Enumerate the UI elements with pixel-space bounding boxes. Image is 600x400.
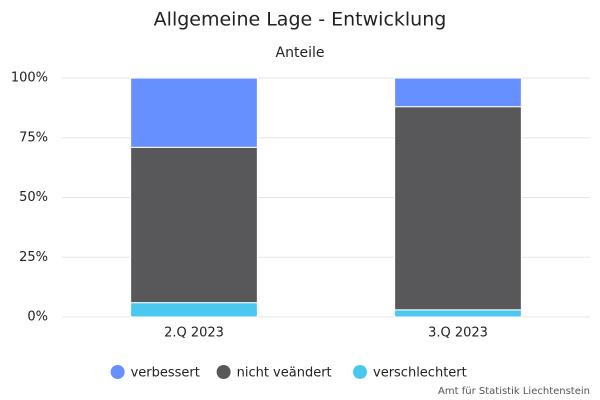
- bar-segment: [394, 309, 522, 318]
- credit: Amt für Statistik Liechtenstein: [438, 386, 590, 397]
- legend-marker: [353, 365, 367, 379]
- legend-label: verschlechtert: [373, 366, 467, 381]
- bar-segment: [130, 77, 258, 148]
- legend-marker: [216, 365, 231, 379]
- x-tick-label: 3.Q 2023: [428, 326, 488, 341]
- bar-segment: [394, 106, 522, 311]
- x-tick-label: 2.Q 2023: [164, 326, 224, 341]
- bar-segment: [130, 146, 258, 304]
- legend-label: nicht veändert: [237, 366, 332, 381]
- bar-segment: [130, 302, 258, 318]
- y-tick-label: 50%: [19, 190, 48, 205]
- chart-title: Allgemeine Lage - Entwicklung: [154, 9, 447, 31]
- legend-marker: [110, 365, 125, 379]
- bar-segment: [394, 77, 522, 108]
- legend-label: verbessert: [131, 366, 200, 381]
- y-tick-label: 0%: [27, 310, 48, 325]
- chart-subtitle: Anteile: [276, 45, 325, 61]
- y-tick-label: 75%: [19, 130, 48, 145]
- y-tick-label: 25%: [19, 250, 48, 265]
- y-tick-label: 100%: [11, 71, 48, 86]
